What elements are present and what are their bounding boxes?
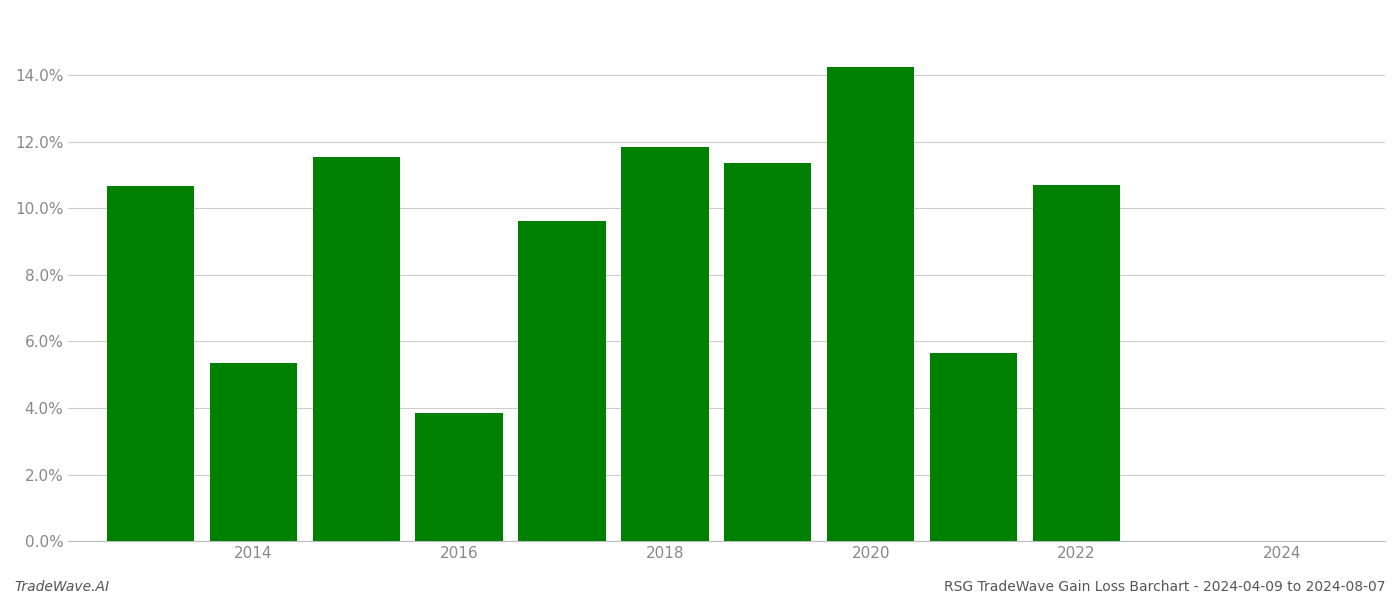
- Bar: [312, 157, 400, 541]
- Bar: [930, 353, 1018, 541]
- Bar: [518, 221, 606, 541]
- Bar: [106, 187, 195, 541]
- Bar: [416, 413, 503, 541]
- Bar: [210, 363, 297, 541]
- Bar: [1033, 185, 1120, 541]
- Text: RSG TradeWave Gain Loss Barchart - 2024-04-09 to 2024-08-07: RSG TradeWave Gain Loss Barchart - 2024-…: [945, 580, 1386, 594]
- Bar: [622, 146, 708, 541]
- Text: TradeWave.AI: TradeWave.AI: [14, 580, 109, 594]
- Bar: [827, 67, 914, 541]
- Bar: [724, 163, 812, 541]
